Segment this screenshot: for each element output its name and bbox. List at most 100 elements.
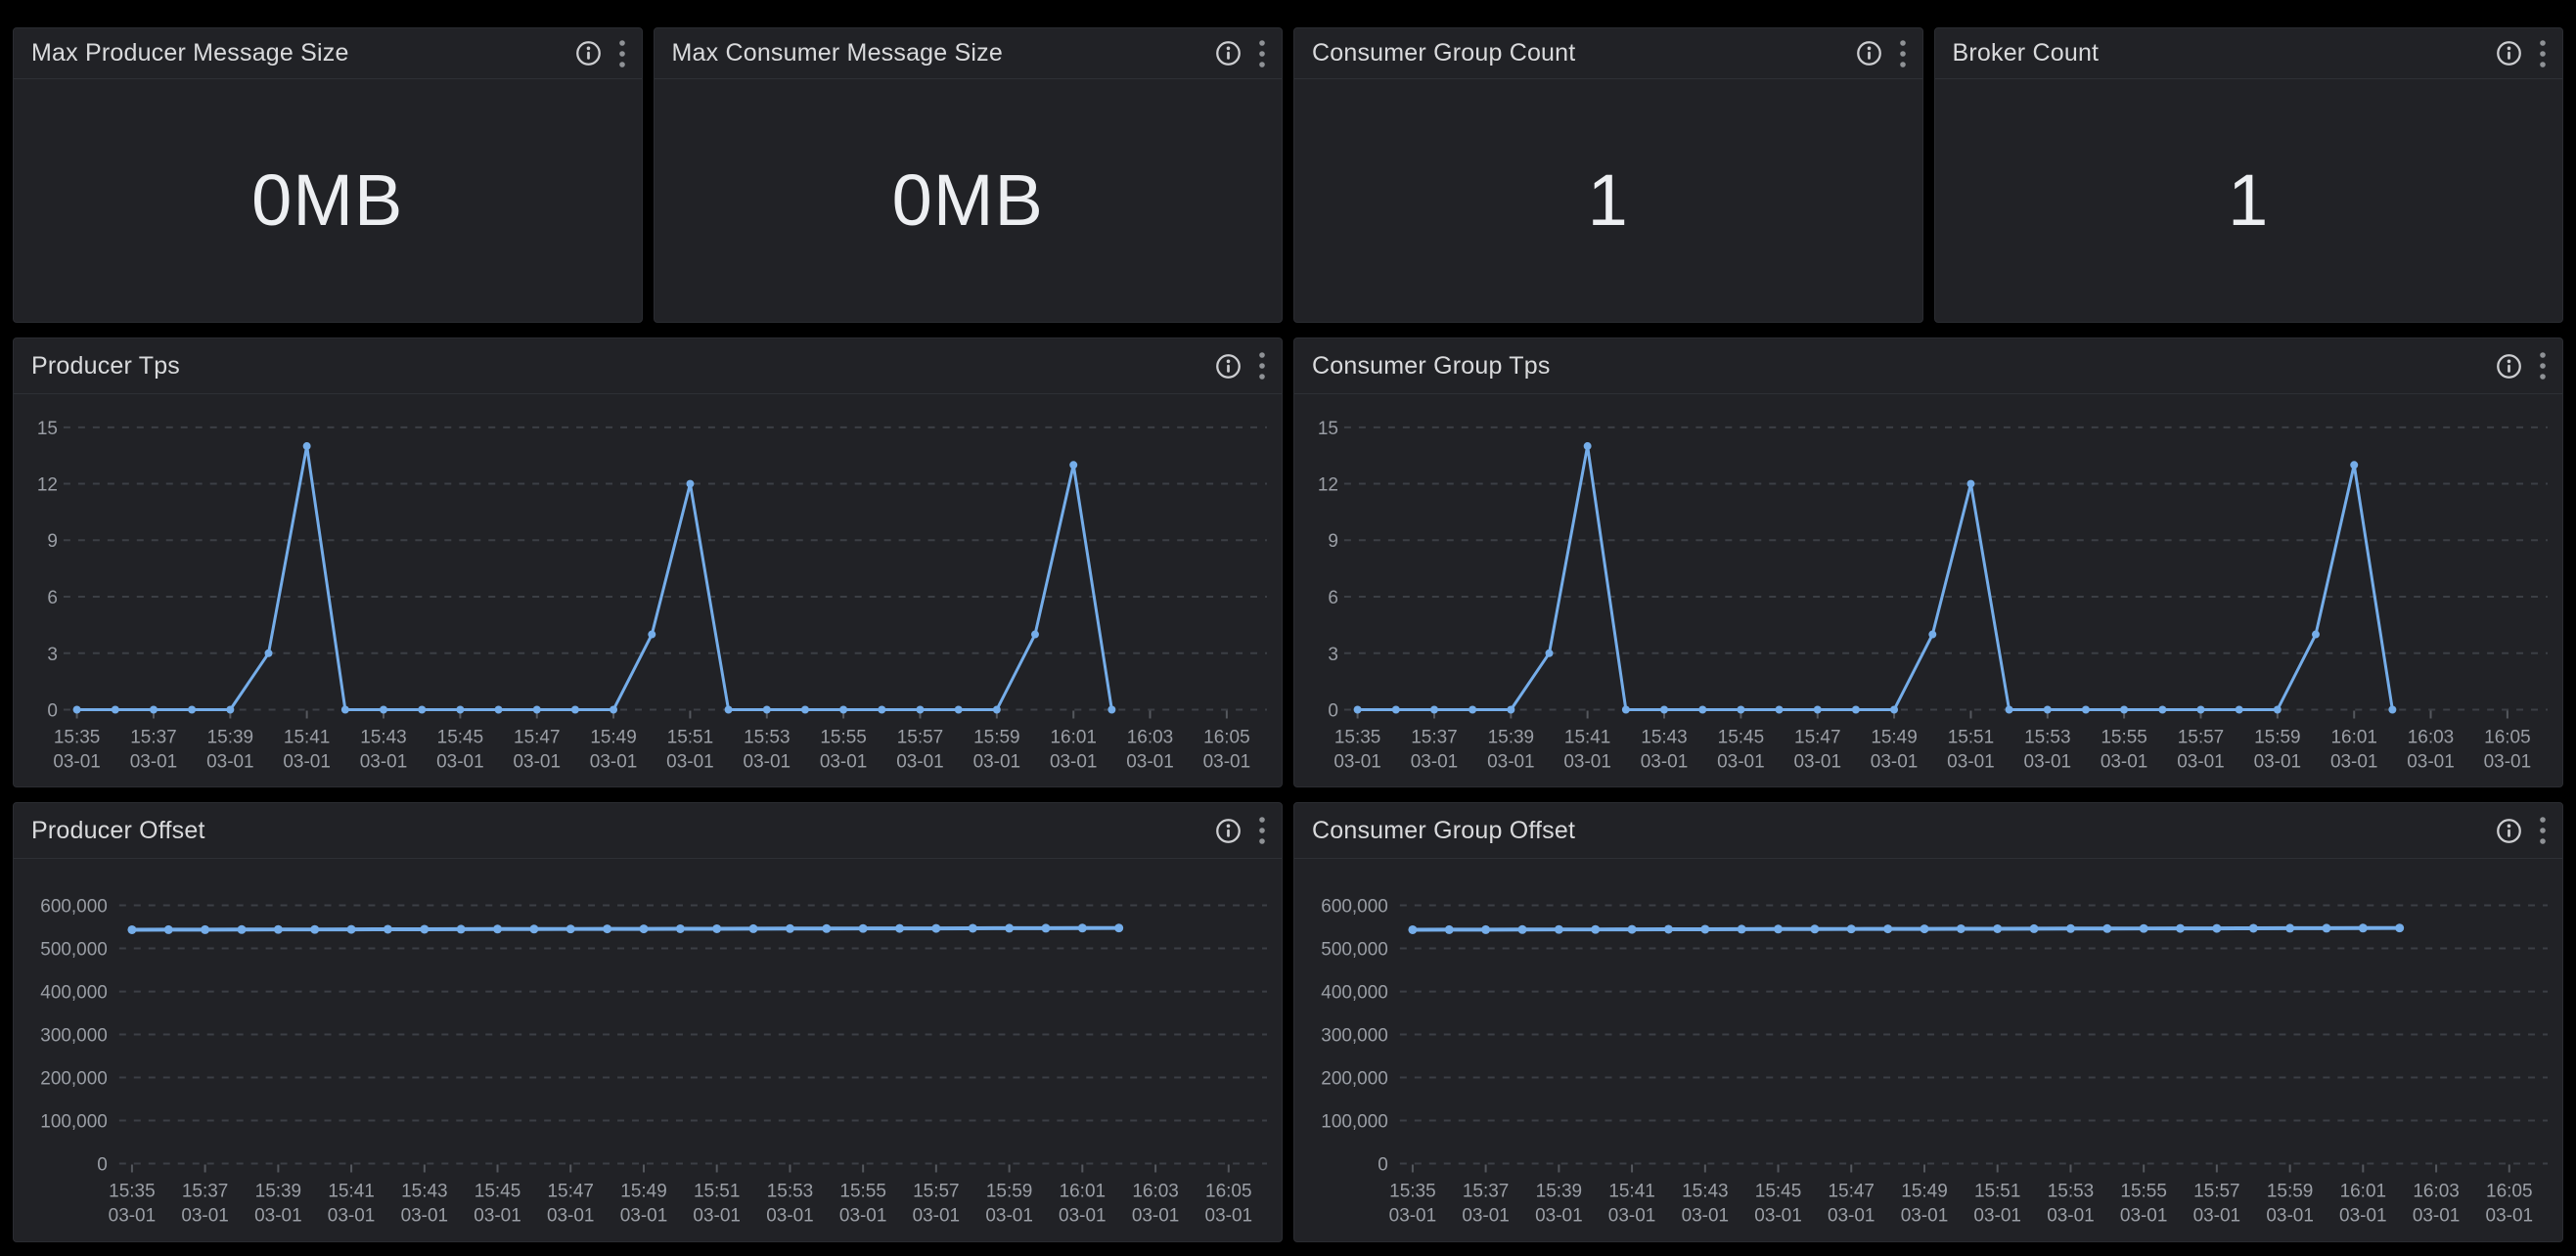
kebab-menu-icon[interactable]: [2539, 38, 2547, 69]
panel-title: Consumer Group Tps: [1312, 351, 1551, 380]
panel-title: Broker Count: [1952, 39, 2100, 67]
svg-text:15:45: 15:45: [1718, 727, 1764, 747]
svg-text:03-01: 03-01: [985, 1205, 1033, 1226]
svg-text:03-01: 03-01: [2330, 751, 2378, 772]
kebab-menu-icon[interactable]: [2539, 350, 2547, 381]
info-icon[interactable]: [1215, 818, 1242, 844]
svg-text:15:39: 15:39: [1536, 1181, 1582, 1201]
panel-max-producer-message-size: Max Producer Message Size 0MB: [13, 27, 643, 323]
panel-consumer-group-count: Consumer Group Count 1: [1293, 27, 1923, 323]
svg-text:600,000: 600,000: [40, 897, 108, 918]
svg-text:16:03: 16:03: [1127, 727, 1173, 747]
info-icon[interactable]: [2496, 818, 2522, 844]
svg-text:400,000: 400,000: [1321, 983, 1388, 1004]
svg-text:15:47: 15:47: [514, 727, 560, 747]
line-chart[interactable]: 0 100,000 200,000 300,000 400,000 500,000 600,…: [14, 859, 1282, 1241]
svg-text:100,000: 100,000: [1321, 1111, 1388, 1132]
svg-text:03-01: 03-01: [2193, 1205, 2241, 1226]
svg-text:15:45: 15:45: [475, 1181, 520, 1201]
svg-text:03-01: 03-01: [1333, 751, 1381, 772]
info-icon[interactable]: [1856, 40, 1882, 67]
line-chart[interactable]: 0 3 6 9 12 15 15:35 03-01 15:37 03-01 15:39 03-01 15…: [14, 394, 1282, 786]
svg-text:15:35: 15:35: [1334, 727, 1380, 747]
svg-text:03-01: 03-01: [666, 751, 714, 772]
panel-header: Producer Tps: [14, 338, 1282, 394]
svg-text:100,000: 100,000: [40, 1111, 108, 1132]
info-icon[interactable]: [2496, 353, 2522, 380]
svg-text:03-01: 03-01: [1203, 751, 1251, 772]
svg-text:03-01: 03-01: [620, 1205, 668, 1226]
svg-text:15:47: 15:47: [1828, 1181, 1874, 1201]
svg-text:03-01: 03-01: [1754, 1205, 1802, 1226]
kebab-menu-icon[interactable]: [2539, 815, 2547, 846]
svg-text:15:41: 15:41: [328, 1181, 374, 1201]
svg-text:03-01: 03-01: [913, 1205, 961, 1226]
panel-actions: [2496, 815, 2547, 846]
info-icon[interactable]: [1215, 353, 1242, 380]
svg-text:15:49: 15:49: [590, 727, 636, 747]
panel-title: Max Producer Message Size: [31, 39, 349, 67]
svg-text:03-01: 03-01: [1641, 751, 1689, 772]
svg-text:03-01: 03-01: [2484, 751, 2532, 772]
svg-text:200,000: 200,000: [40, 1069, 108, 1090]
line-chart[interactable]: 0 3 6 9 12 15 15:35 03-01 15:37 03-01 15:39 03-01 15…: [1294, 394, 2562, 786]
svg-text:03-01: 03-01: [514, 751, 562, 772]
stat-value: 1: [2228, 159, 2270, 241]
svg-text:15:39: 15:39: [1488, 727, 1534, 747]
svg-text:3: 3: [47, 645, 58, 665]
svg-text:03-01: 03-01: [973, 751, 1021, 772]
stat-body: 0MB: [14, 79, 642, 322]
kebab-menu-icon[interactable]: [618, 38, 626, 69]
kebab-menu-icon[interactable]: [1258, 38, 1266, 69]
chart-body: 0 3 6 9 12 15 15:35 03-01 15:37 03-01 15:39 03-01 15…: [1294, 394, 2562, 786]
svg-text:03-01: 03-01: [2024, 751, 2072, 772]
svg-text:03-01: 03-01: [254, 1205, 302, 1226]
info-icon[interactable]: [575, 40, 602, 67]
svg-text:03-01: 03-01: [839, 1205, 887, 1226]
svg-text:03-01: 03-01: [1901, 1205, 1949, 1226]
stat-body: 0MB: [655, 79, 1283, 322]
stat-value: 0MB: [891, 159, 1044, 241]
info-icon[interactable]: [1215, 40, 1242, 67]
svg-text:16:03: 16:03: [2413, 1181, 2459, 1201]
svg-text:03-01: 03-01: [1059, 1205, 1107, 1226]
svg-text:03-01: 03-01: [206, 751, 254, 772]
stat-body: 1: [1935, 79, 2563, 322]
svg-text:03-01: 03-01: [547, 1205, 595, 1226]
svg-text:16:01: 16:01: [1050, 727, 1096, 747]
svg-text:15:59: 15:59: [2254, 727, 2300, 747]
svg-text:15:41: 15:41: [284, 727, 330, 747]
svg-text:03-01: 03-01: [2266, 1205, 2314, 1226]
svg-text:6: 6: [47, 588, 58, 608]
svg-text:15:43: 15:43: [1682, 1181, 1728, 1201]
svg-text:03-01: 03-01: [766, 1205, 814, 1226]
svg-text:03-01: 03-01: [1973, 1205, 2021, 1226]
svg-text:03-01: 03-01: [1563, 751, 1611, 772]
chart-body: 0 100,000 200,000 300,000 400,000 500,000 600,…: [1294, 859, 2562, 1241]
svg-text:0: 0: [1378, 1155, 1388, 1176]
svg-text:03-01: 03-01: [1682, 1205, 1730, 1226]
svg-text:03-01: 03-01: [1828, 1205, 1876, 1226]
svg-text:0: 0: [47, 700, 58, 721]
panel-title: Consumer Group Count: [1312, 39, 1576, 67]
svg-text:12: 12: [1318, 475, 1338, 496]
svg-text:15:51: 15:51: [694, 1181, 740, 1201]
svg-text:300,000: 300,000: [1321, 1026, 1388, 1047]
panel-header: Consumer Group Offset: [1294, 803, 2562, 859]
info-icon[interactable]: [2496, 40, 2522, 67]
kebab-menu-icon[interactable]: [1258, 350, 1266, 381]
svg-text:15:57: 15:57: [2193, 1181, 2239, 1201]
svg-text:15:43: 15:43: [401, 1181, 447, 1201]
svg-text:16:01: 16:01: [2340, 1181, 2386, 1201]
kebab-menu-icon[interactable]: [1258, 815, 1266, 846]
svg-text:03-01: 03-01: [820, 751, 868, 772]
svg-text:03-01: 03-01: [130, 751, 178, 772]
svg-text:03-01: 03-01: [474, 1205, 521, 1226]
svg-text:15:59: 15:59: [2267, 1181, 2313, 1201]
line-chart[interactable]: 0 100,000 200,000 300,000 400,000 500,000 600,…: [1294, 859, 2562, 1241]
stat-value: 1: [1587, 159, 1629, 241]
kebab-menu-icon[interactable]: [1899, 38, 1907, 69]
svg-text:15:37: 15:37: [1463, 1181, 1509, 1201]
svg-text:03-01: 03-01: [1132, 1205, 1180, 1226]
